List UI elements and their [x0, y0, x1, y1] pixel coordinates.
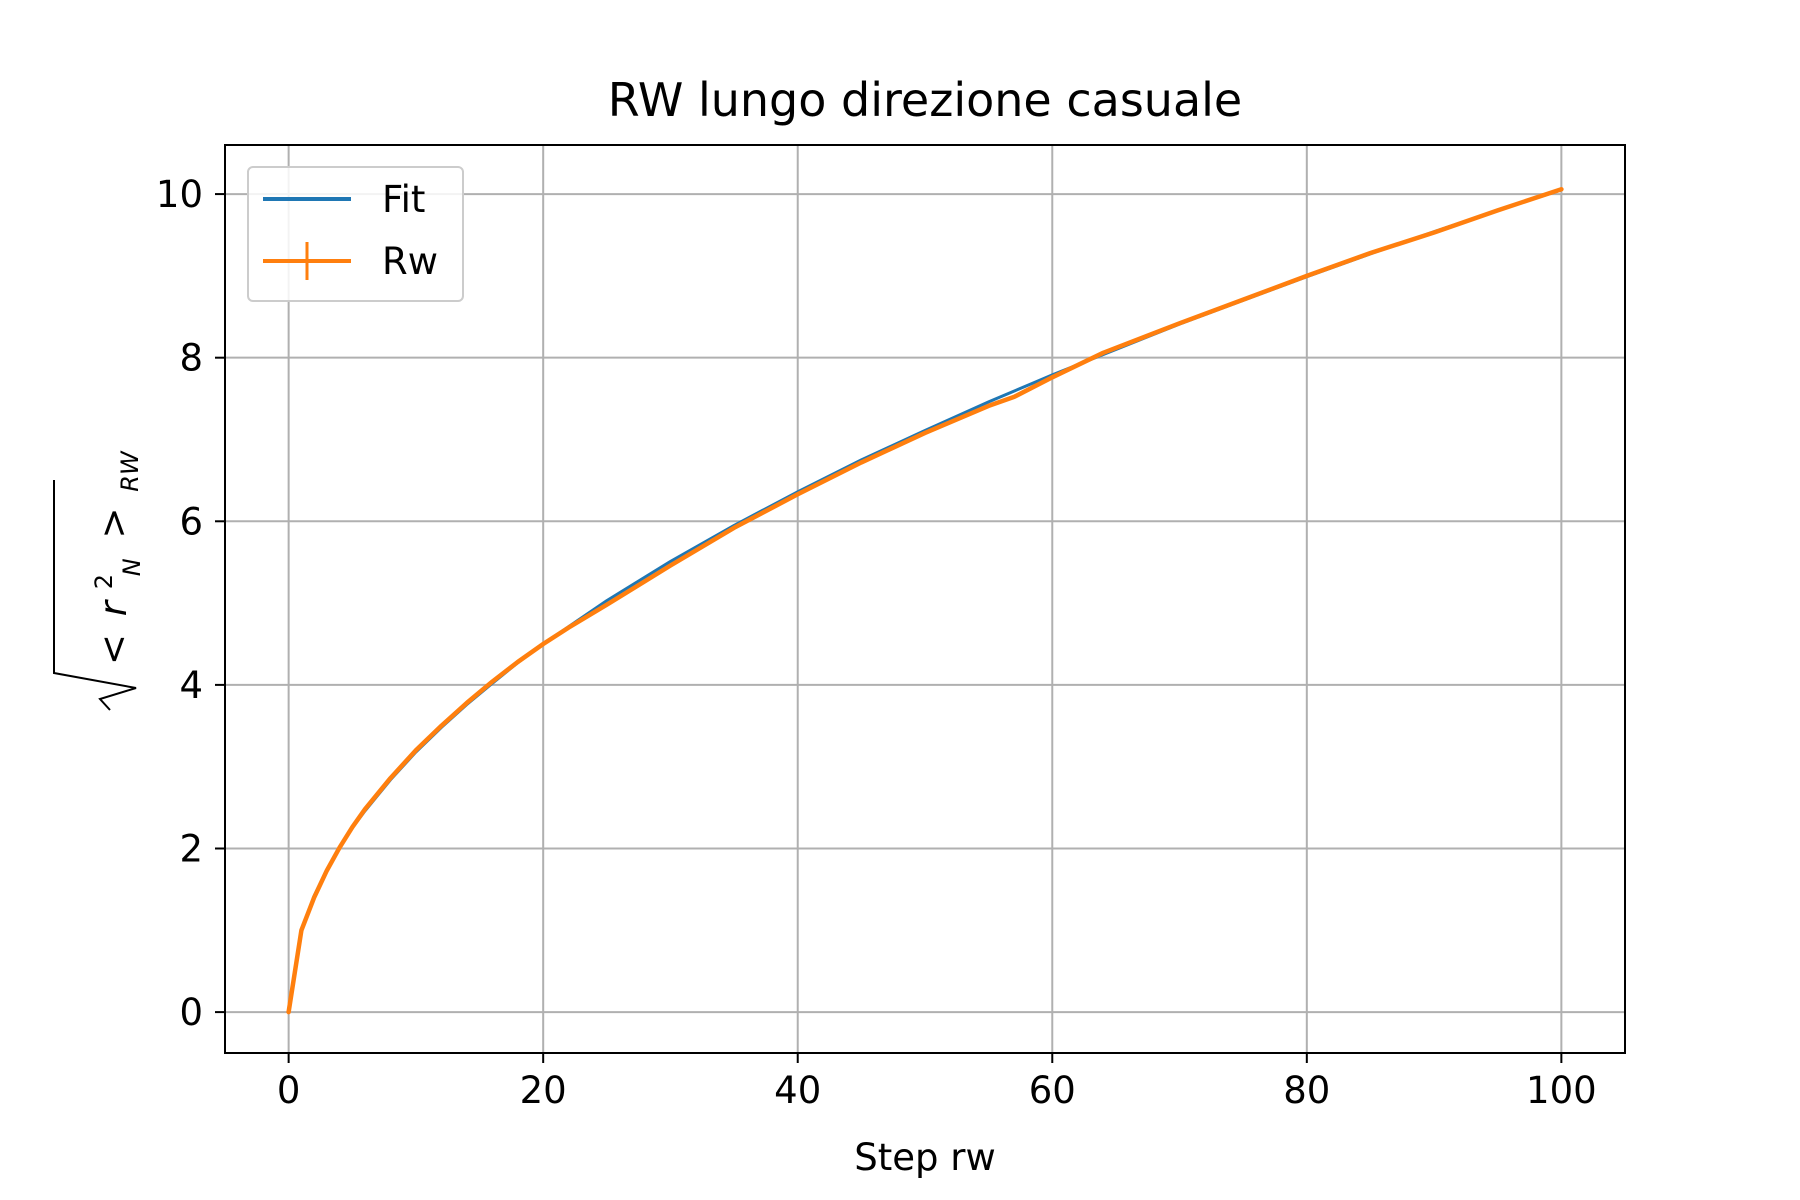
y-tick-label: 8: [179, 337, 203, 380]
point-rw: [339, 847, 340, 848]
legend-fit-label: Fit: [382, 178, 425, 221]
point-rw: [1370, 253, 1371, 254]
x-tick-label: 60: [1029, 1069, 1076, 1112]
y-label-var: r: [92, 598, 135, 616]
y-tick-label: 10: [156, 173, 203, 216]
point-fit: [670, 561, 671, 562]
series-line-rw: [286, 186, 1564, 1015]
y-tick-label: 2: [179, 827, 203, 870]
point-rw: [925, 432, 926, 433]
point-rw: [543, 644, 544, 645]
grid: [225, 145, 1625, 1053]
point-rw: [492, 681, 493, 682]
y-tick-label: 4: [179, 664, 203, 707]
y-label-open: <: [92, 634, 135, 665]
x-tick-label: 40: [774, 1069, 821, 1112]
y-label-subscript: RW: [116, 450, 144, 492]
point-rw: [1052, 377, 1053, 378]
y-label-close: >: [92, 507, 135, 538]
point-rw: [606, 604, 607, 605]
point-rw: [326, 870, 327, 871]
y-label-sup: 2: [90, 574, 118, 589]
point-fit: [606, 600, 607, 601]
x-axis-label: Step rw: [854, 1136, 995, 1179]
point-rw: [1497, 210, 1498, 211]
chart-title: RW lungo direzione casuale: [608, 73, 1242, 127]
point-rw: [1561, 189, 1562, 190]
point-rw: [1103, 352, 1104, 353]
point-rw: [988, 405, 989, 406]
point-rw: [568, 627, 569, 628]
point-rw: [797, 494, 798, 495]
point-rw: [1179, 323, 1180, 324]
plot-lines: [286, 186, 1564, 1015]
y-axis-label: < r 2 N > RW: [53, 450, 149, 711]
y-label-sub: N: [118, 558, 146, 576]
point-rw: [1434, 232, 1435, 233]
axis-ticks: 0 20 40 60 80 100 0 2 4 6 8 10: [156, 173, 1597, 1112]
point-rw: [314, 897, 315, 898]
x-tick-label: 20: [520, 1069, 567, 1112]
y-axis-label-text: < r 2 N > RW: [78, 450, 149, 665]
point-rw: [390, 778, 391, 779]
point-rw: [441, 725, 442, 726]
legend-rw-label: Rw: [382, 240, 438, 283]
point-rw: [517, 662, 518, 663]
sqrt-radical-icon: [53, 480, 137, 711]
point-rw: [466, 702, 467, 703]
point-rw: [1014, 396, 1015, 397]
point-rw: [861, 462, 862, 463]
point-rw: [734, 527, 735, 528]
point-rw: [301, 930, 302, 931]
point-rw: [415, 750, 416, 751]
x-tick-label: 80: [1283, 1069, 1330, 1112]
point-rw: [1243, 299, 1244, 300]
y-tick-label: 6: [179, 500, 203, 543]
point-rw: [1306, 275, 1307, 276]
legend: Fit Rw: [247, 166, 464, 302]
axes-frame: [224, 144, 1626, 1054]
y-tick-label: 0: [179, 991, 203, 1034]
point-rw: [352, 827, 353, 828]
point-rw: [288, 1012, 289, 1013]
point-rw: [365, 809, 366, 810]
point-fit: [988, 401, 989, 402]
point-rw: [670, 565, 671, 566]
x-tick-label: 0: [277, 1069, 301, 1112]
x-tick-label: 100: [1526, 1069, 1597, 1112]
